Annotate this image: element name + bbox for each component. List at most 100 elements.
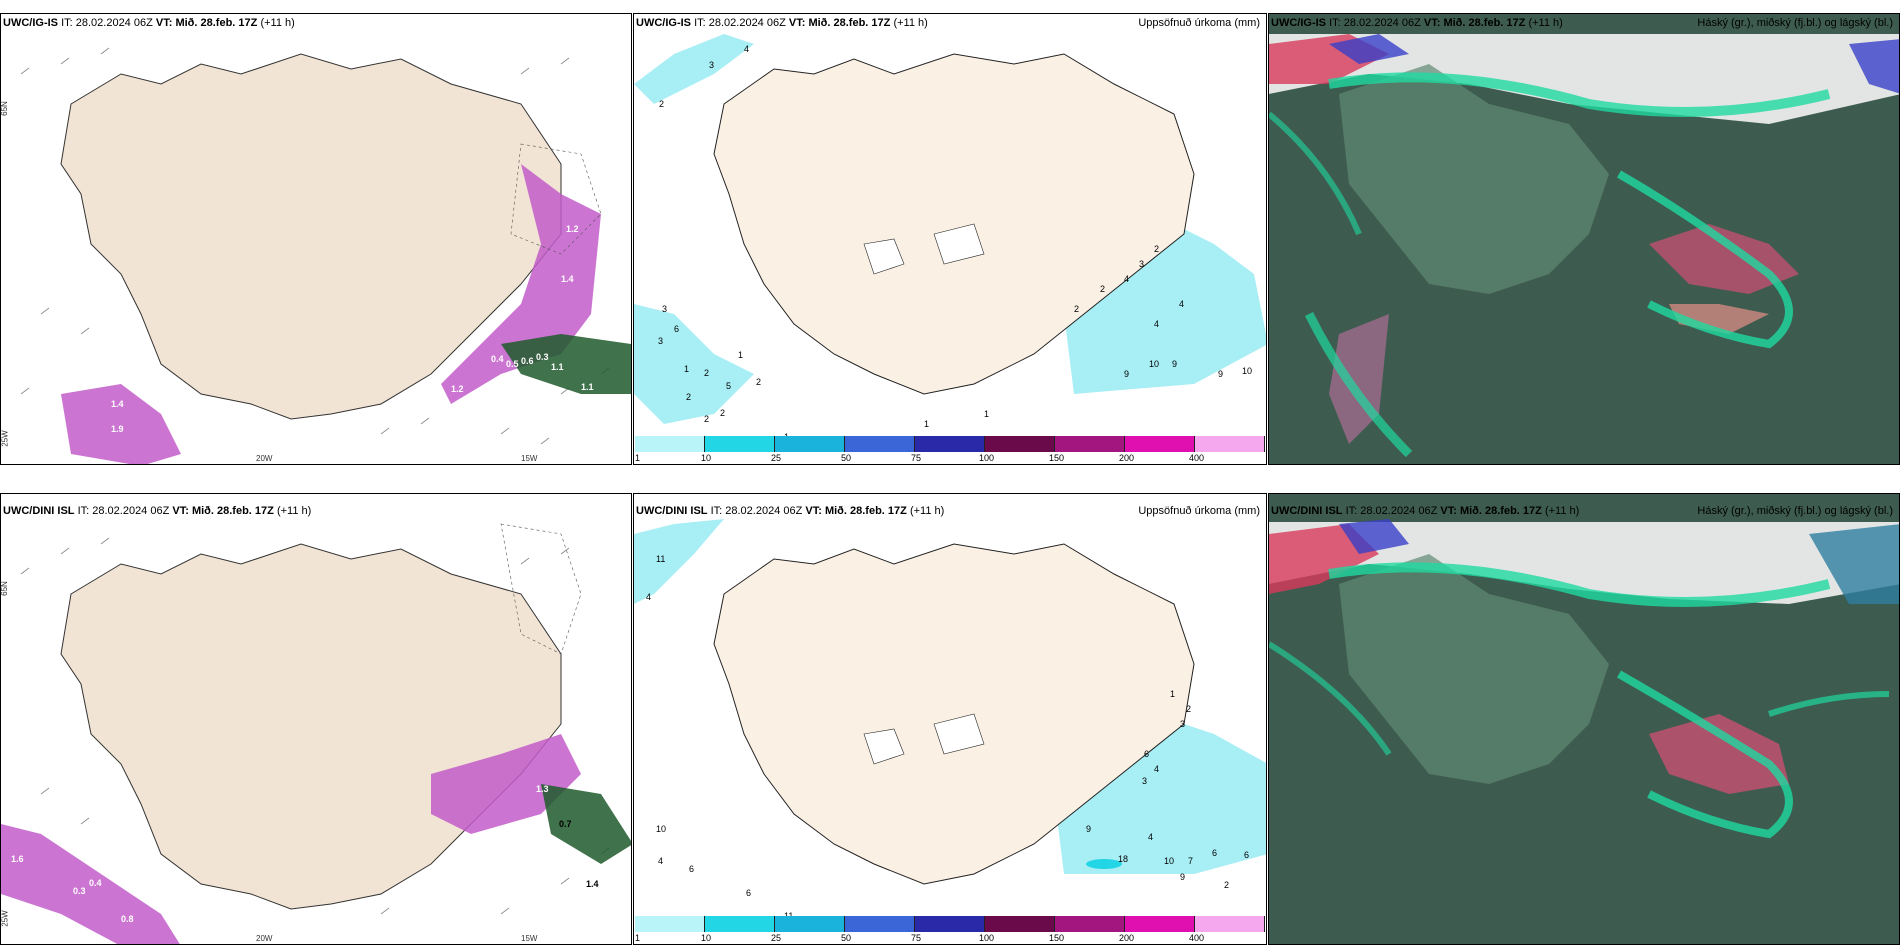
precip-value: 2 bbox=[1224, 880, 1229, 890]
panel-precip-top: UWC/IG-IS IT: 28.02.2024 06Z VT: Mið. 28… bbox=[633, 13, 1267, 465]
precip-value: 2 bbox=[659, 99, 664, 109]
panel-subtitle: Uppsöfnuð úrkoma (mm) bbox=[1138, 17, 1260, 29]
precip-value: 18 bbox=[1118, 854, 1128, 864]
colorbar-cell bbox=[915, 436, 985, 452]
lat-label: 65N bbox=[0, 101, 9, 116]
colorbar-tick: 25 bbox=[771, 453, 781, 463]
precip-value: 5 bbox=[726, 381, 731, 391]
colorbar-cell bbox=[1125, 916, 1195, 932]
wind-label: 1.6 bbox=[11, 854, 24, 864]
wind-label: 1.1 bbox=[551, 362, 564, 372]
precip-value: 3 bbox=[1139, 259, 1144, 269]
precip-value: 10 bbox=[1149, 359, 1159, 369]
precip-value: 6 bbox=[1144, 749, 1149, 759]
precip-map bbox=[634, 14, 1267, 465]
colorbar-cell bbox=[635, 436, 705, 452]
colorbar-tick: 50 bbox=[841, 453, 851, 463]
colorbar-tick: 25 bbox=[771, 933, 781, 943]
panel-title: UWC/IG-IS IT: 28.02.2024 06Z VT: Mið. 28… bbox=[1271, 17, 1563, 29]
panel-cloud-top: UWC/IG-IS IT: 28.02.2024 06Z VT: Mið. 28… bbox=[1268, 13, 1900, 465]
wind-label: 0.4 bbox=[491, 354, 504, 364]
colorbar-cell bbox=[1055, 436, 1125, 452]
precip-value: 1 bbox=[984, 409, 989, 419]
colorbar-tick: 200 bbox=[1119, 933, 1134, 943]
colorbar-tick: 150 bbox=[1049, 453, 1064, 463]
precip-value: 3 bbox=[709, 60, 714, 70]
precip-value: 10 bbox=[656, 824, 666, 834]
colorbar-tick: 75 bbox=[911, 453, 921, 463]
wind-label: 1.2 bbox=[566, 224, 579, 234]
wind-label: 1.4 bbox=[561, 274, 574, 284]
precip-value: 9 bbox=[1172, 359, 1177, 369]
colorbar: 1 10 25 50 75 100 150 200 400 bbox=[635, 436, 1265, 458]
wind-map bbox=[1, 14, 632, 465]
wind-label: 0.3 bbox=[536, 352, 549, 362]
colorbar-cell bbox=[775, 436, 845, 452]
cloud-map bbox=[1269, 494, 1900, 945]
precip-value: 1 bbox=[924, 419, 929, 429]
precip-value: 6 bbox=[1212, 848, 1217, 858]
colorbar-cell bbox=[705, 436, 775, 452]
colorbar-cell bbox=[1195, 916, 1265, 932]
precip-value: 4 bbox=[744, 44, 749, 54]
colorbar-cell bbox=[775, 916, 845, 932]
colorbar-tick: 400 bbox=[1189, 453, 1204, 463]
panel-cloud-bottom: UWC/DINI ISL IT: 28.02.2024 06Z VT: Mið.… bbox=[1268, 493, 1900, 945]
precip-value: 4 bbox=[1179, 299, 1184, 309]
precip-value: 2 bbox=[704, 368, 709, 378]
lon-label: 15W bbox=[521, 934, 537, 943]
precip-value: 3 bbox=[658, 336, 663, 346]
precip-value: 3 bbox=[1142, 776, 1147, 786]
wind-label: 1.1 bbox=[581, 382, 594, 392]
colorbar-cell bbox=[635, 916, 705, 932]
colorbar-cell bbox=[1125, 436, 1195, 452]
wind-label: 1.1 bbox=[449, 864, 462, 874]
panel-title: UWC/DINI ISL IT: 28.02.2024 06Z VT: Mið.… bbox=[636, 505, 944, 517]
precip-value: 6 bbox=[746, 888, 751, 898]
wind-label: 0.5 bbox=[506, 359, 519, 369]
colorbar-tick: 75 bbox=[911, 933, 921, 943]
precip-value: 2 bbox=[1154, 244, 1159, 254]
colorbar-tick: 150 bbox=[1049, 933, 1064, 943]
precip-value: 10 bbox=[1164, 856, 1174, 866]
colorbar-cell bbox=[705, 916, 775, 932]
precip-value: 9 bbox=[1180, 872, 1185, 882]
precip-value: 3 bbox=[662, 304, 667, 314]
lon-label: 15W bbox=[521, 454, 537, 463]
precip-value: 10 bbox=[1242, 366, 1252, 376]
lat-label: 25W bbox=[1, 430, 10, 446]
colorbar-cell bbox=[985, 916, 1055, 932]
wind-label: 0.7 bbox=[559, 819, 572, 829]
colorbar-tick: 1 bbox=[635, 933, 640, 943]
colorbar-cell bbox=[915, 916, 985, 932]
colorbar-cell bbox=[1055, 916, 1125, 932]
precip-value: 2 bbox=[720, 408, 725, 418]
colorbar-tick: 50 bbox=[841, 933, 851, 943]
precip-value: 4 bbox=[658, 856, 663, 866]
wind-label: 1.3 bbox=[536, 784, 549, 794]
precip-value: 4 bbox=[1148, 832, 1153, 842]
colorbar-cell bbox=[845, 436, 915, 452]
lon-label: 20W bbox=[256, 934, 272, 943]
wind-label: 0.4 bbox=[89, 878, 102, 888]
precip-value: 6 bbox=[689, 864, 694, 874]
panel-wind-bottom: UWC/DINI ISL IT: 28.02.2024 06Z VT: Mið.… bbox=[0, 493, 632, 945]
precip-value: 11 bbox=[656, 554, 665, 564]
precip-value: 9 bbox=[1086, 824, 1091, 834]
precip-value: 3 bbox=[1180, 719, 1185, 729]
colorbar-tick: 100 bbox=[979, 453, 994, 463]
precip-map bbox=[634, 494, 1267, 945]
precip-value: 2 bbox=[1074, 304, 1079, 314]
precip-value: 4 bbox=[1154, 764, 1159, 774]
precip-value: 1 bbox=[738, 350, 743, 360]
precip-value: 4 bbox=[1124, 274, 1129, 284]
wind-label: 0.3 bbox=[73, 886, 86, 896]
lat-label: 65N bbox=[0, 581, 9, 596]
wind-label: 1.4 bbox=[111, 399, 124, 409]
precip-value: 4 bbox=[1154, 319, 1159, 329]
colorbar-tick: 10 bbox=[701, 933, 711, 943]
precip-value: 2 bbox=[704, 414, 709, 424]
panel-subtitle: Háský (gr.), miðský (fj.bl.) og lágský (… bbox=[1697, 505, 1893, 517]
wind-label: 1.9 bbox=[111, 424, 124, 434]
wind-label: 0.6 bbox=[521, 356, 534, 366]
